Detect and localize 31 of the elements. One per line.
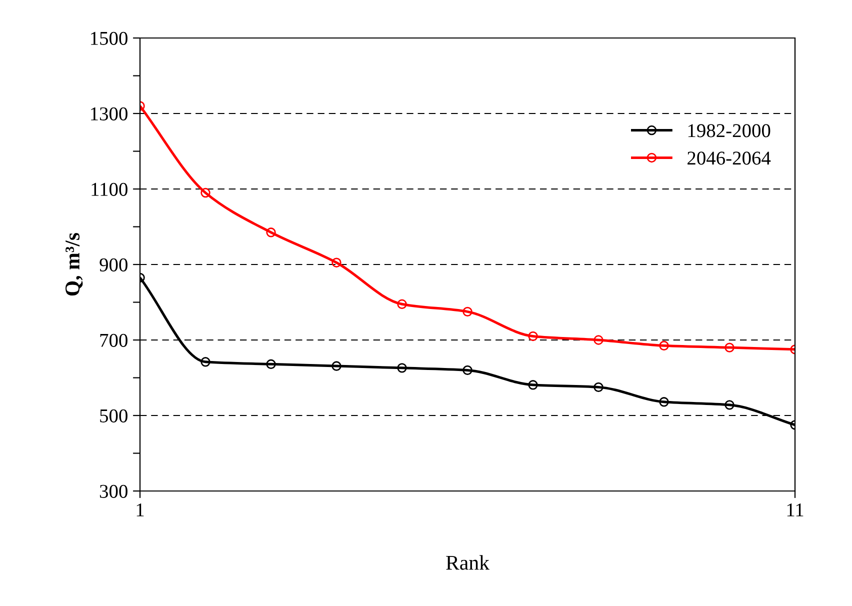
point — [397, 299, 407, 309]
point — [724, 400, 734, 410]
point — [594, 335, 604, 345]
y-tick-label: 1500 — [91, 32, 128, 45]
y-tick-label: 900 — [100, 258, 128, 272]
y-axis-title: Q, m³/s — [66, 232, 83, 296]
y-tick-label: 1300 — [91, 107, 128, 120]
point — [462, 365, 472, 376]
y-tick-label: 500 — [100, 409, 128, 422]
x-tick-label: 11 — [787, 503, 804, 516]
point — [528, 331, 538, 342]
y-tick-label: 700 — [100, 334, 128, 347]
x-tick-label: 1 — [136, 503, 144, 516]
y-tick-label: 1100 — [92, 182, 128, 196]
point — [200, 188, 210, 198]
point — [200, 357, 210, 367]
point — [724, 342, 734, 352]
point — [528, 380, 538, 390]
legend-label: 2046-2064 — [688, 152, 771, 165]
x-axis-title: Rank — [446, 555, 490, 570]
point — [659, 397, 669, 407]
point — [266, 359, 276, 370]
point — [462, 306, 472, 317]
point — [266, 228, 276, 238]
legend-label: 1982-2000 — [688, 124, 770, 138]
point — [332, 258, 342, 268]
point — [594, 382, 604, 392]
y-tick-label: 300 — [100, 484, 128, 498]
point — [332, 361, 342, 371]
point — [397, 363, 407, 373]
point — [659, 340, 669, 351]
